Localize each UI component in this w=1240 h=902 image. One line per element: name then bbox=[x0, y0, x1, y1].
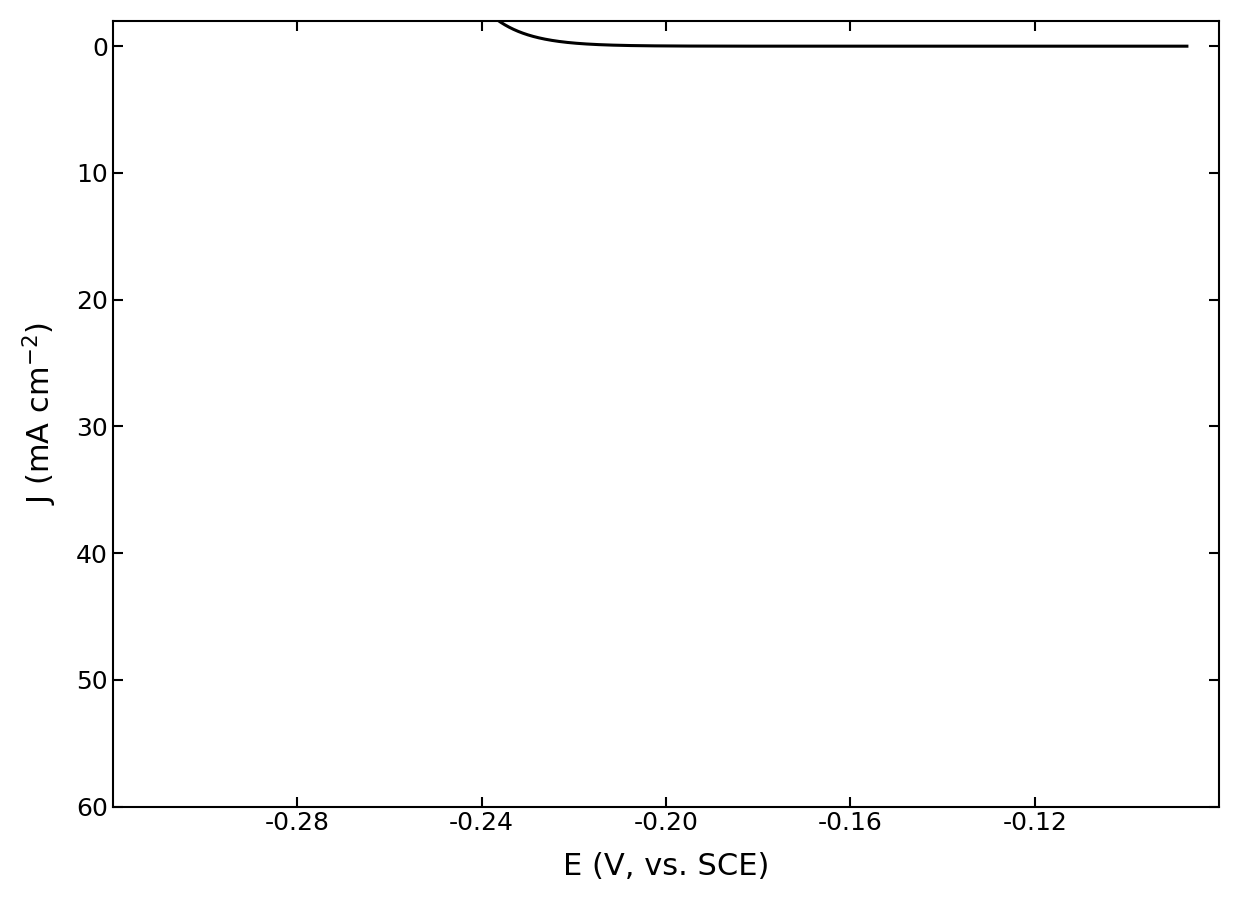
X-axis label: E (V, vs. SCE): E (V, vs. SCE) bbox=[563, 852, 769, 881]
Y-axis label: J (mA cm$^{-2}$): J (mA cm$^{-2}$) bbox=[21, 322, 60, 505]
